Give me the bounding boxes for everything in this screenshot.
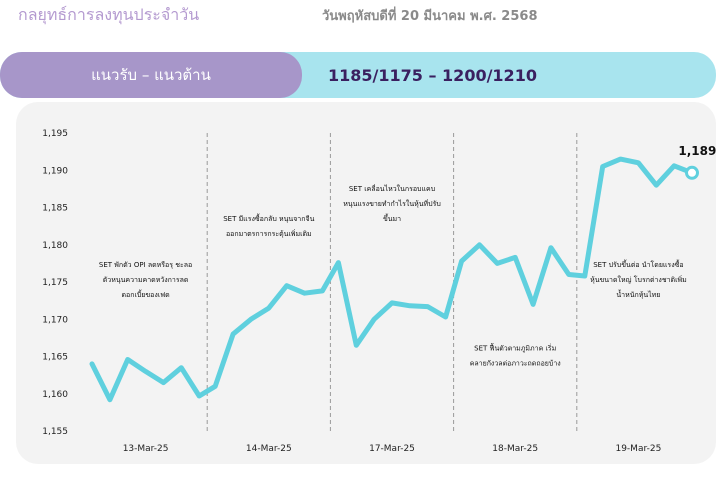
page-title: กลยุทธ์การลงทุนประจำวัน	[18, 5, 200, 24]
levels-value: 1185/1175 – 1200/1210	[328, 65, 537, 85]
y-tick-label: 1,180	[42, 241, 68, 251]
annotation-text: SET ปรับขึ้นต่อ นำโดยแรงซื้อ	[593, 258, 683, 269]
annotation-text: หนุนแรงขายทำกำไรในหุ้นที่ปรับ	[343, 199, 441, 208]
last-value-label: 1,189.66	[678, 144, 716, 158]
y-tick-label: 1,195	[42, 129, 68, 139]
x-tick-label: 14-Mar-25	[246, 444, 292, 454]
annotation-text: คลายกังวลต่อภาวะถดถอยบ้าง	[470, 360, 561, 368]
y-tick-label: 1,175	[42, 278, 68, 288]
x-tick-label: 19-Mar-25	[615, 444, 661, 454]
y-tick-label: 1,190	[42, 166, 68, 176]
x-tick-label: 13-Mar-25	[123, 444, 169, 454]
line-chart: 1,195 1,190 1,185 1,180 1,175 1,170 1,165 1,160…	[42, 129, 716, 454]
annotation-text: น้ำหนักหุ้นไทย	[616, 288, 660, 299]
report-date: วันพฤหัสบดีที่ 20 มีนาคม พ.ศ. 2568	[322, 9, 538, 24]
y-tick-label: 1,185	[42, 204, 68, 214]
annotation-text: SET ฟื้นตัวตามภูมิภาค เริ่ม	[474, 342, 556, 353]
annotation-text: หุ้นขนาดใหญ่ โบรกต่างชาติเพิ่ม	[590, 275, 687, 284]
y-tick-label: 1,165	[42, 353, 68, 363]
annotation-text: ขึ้นมา	[383, 212, 401, 223]
annotation-text: ตัวหนุนความคาดหวังการลด	[103, 276, 189, 284]
annotation-text: SET มีแรงซื้อกลับ หนุนจากจีน	[223, 212, 314, 223]
y-tick-label: 1,160	[42, 390, 68, 400]
last-point-marker	[685, 165, 699, 180]
x-tick-label: 17-Mar-25	[369, 444, 415, 454]
annotation-text: SET พักตัว OPI ลดหรือรุ ชะลอ	[99, 261, 192, 269]
y-tick-label: 1,155	[42, 427, 68, 437]
annotation-text: ดอกเบี้ยของเฟด	[121, 288, 169, 299]
x-tick-label: 18-Mar-25	[492, 444, 538, 454]
levels-label: แนวรับ – แนวต้าน	[0, 52, 302, 98]
annotation-text: SET เคลื่อนไหวในกรอบแคบ	[349, 184, 435, 193]
chart-card: 1,195 1,190 1,185 1,180 1,175 1,170 1,165 1,160…	[16, 102, 716, 464]
annotation-text: ออกมาตรการกระตุ้นเพิ่มเติม	[226, 229, 312, 238]
y-tick-label: 1,170	[42, 315, 68, 325]
series-line	[89, 156, 695, 403]
